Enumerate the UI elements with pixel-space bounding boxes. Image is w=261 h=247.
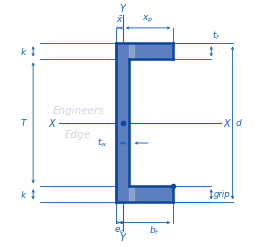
Text: $\bar{x}$: $\bar{x}$ [116, 14, 123, 25]
Text: $T$: $T$ [20, 117, 28, 128]
Text: $b_f$: $b_f$ [149, 225, 160, 237]
Text: $Y$: $Y$ [118, 2, 127, 14]
Polygon shape [129, 187, 134, 201]
Text: Edge: Edge [65, 130, 91, 140]
Text: $k$: $k$ [20, 46, 27, 57]
Text: Engineers: Engineers [52, 106, 104, 116]
Text: $k$: $k$ [20, 189, 27, 200]
Text: $e_o$: $e_o$ [114, 226, 125, 236]
Text: $Y$: $Y$ [118, 231, 127, 243]
Polygon shape [116, 43, 129, 202]
Polygon shape [116, 43, 173, 60]
Polygon shape [129, 44, 134, 58]
Text: $x_p$: $x_p$ [143, 14, 154, 25]
Polygon shape [116, 186, 173, 202]
Text: grip: grip [213, 190, 230, 199]
Text: $d$: $d$ [235, 117, 242, 128]
Text: $t_f$: $t_f$ [212, 30, 221, 42]
Text: $t_w$: $t_w$ [97, 137, 107, 149]
Text: $X$: $X$ [48, 117, 57, 129]
Text: $X$: $X$ [223, 117, 232, 129]
